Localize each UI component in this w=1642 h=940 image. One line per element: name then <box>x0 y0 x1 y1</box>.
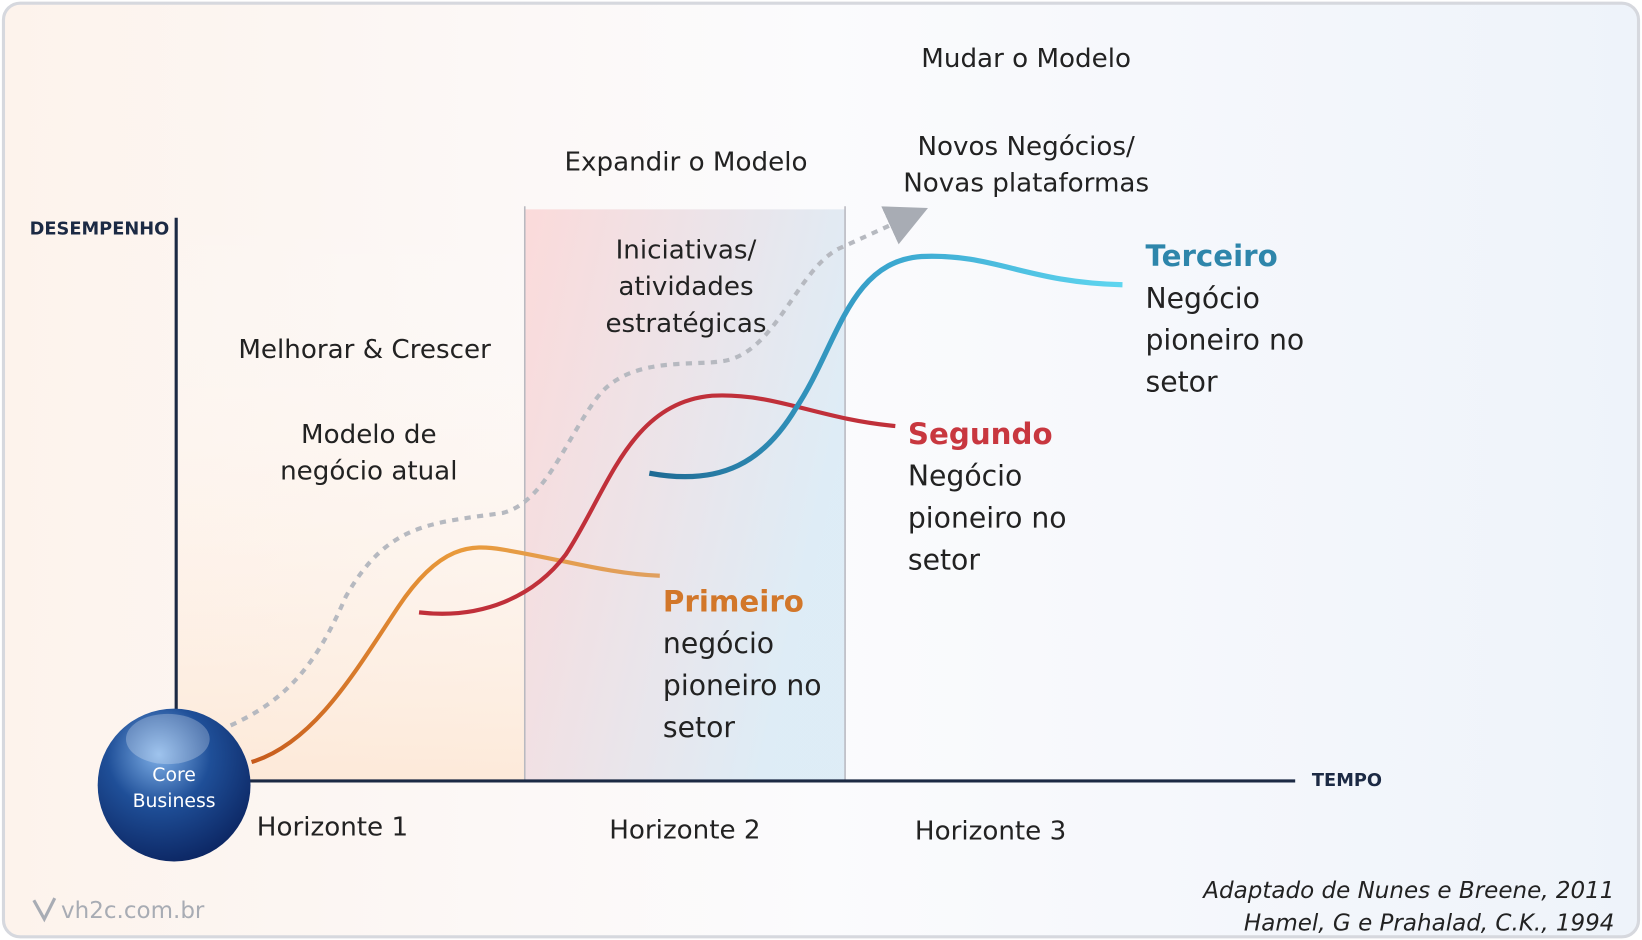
horizon-subtitle: atividades <box>618 272 753 302</box>
horizon-title: Expandir o Modelo <box>564 148 807 178</box>
watermark: vh2c.com.br <box>61 898 205 924</box>
curve-description: setor <box>908 543 980 576</box>
horizon-subtitle: negócio atual <box>280 456 457 486</box>
horizon-title: Mudar o Modelo <box>921 44 1131 74</box>
horizon-name: Horizonte 2 <box>609 815 760 845</box>
curve-description: Negócio <box>908 460 1022 493</box>
horizon-name: Horizonte 1 <box>257 812 408 842</box>
core-label: Core <box>152 765 196 786</box>
curve-label: Segundo <box>908 417 1053 451</box>
curve-description: Negócio <box>1145 282 1259 315</box>
horizon-1-area <box>176 209 525 781</box>
curve-description: pioneiro no <box>1145 324 1304 357</box>
curve-primeiro <box>250 545 660 765</box>
horizon-title: Melhorar & Crescer <box>238 335 491 365</box>
horizon-subtitle: Iniciativas/ <box>616 236 757 266</box>
curve-description: negócio <box>663 627 774 660</box>
curve-description: setor <box>1145 365 1217 398</box>
curve-description: setor <box>663 711 735 744</box>
curve-label: Primeiro <box>663 584 804 618</box>
curve-label: Terceiro <box>1145 239 1277 273</box>
horizon-subtitle: Novos Negócios/ <box>917 132 1135 162</box>
source: Adaptado de Nunes e Breene, 2011 <box>1201 878 1614 904</box>
horizon-subtitle: estratégicas <box>605 309 766 339</box>
trend-arrow <box>229 206 928 728</box>
sphere-highlight <box>125 713 210 765</box>
core-sphere <box>97 708 251 862</box>
horizon-2-area <box>524 209 846 781</box>
y-axis-label: DESEMPENHO <box>30 218 170 239</box>
watermark-logo <box>32 897 57 923</box>
source: Hamel, G e Prahalad, C.K., 1994 <box>1244 911 1615 937</box>
curve-terceiro <box>648 253 1123 480</box>
curve-segundo <box>418 393 896 616</box>
core-label: Business <box>133 791 216 812</box>
horizon-subtitle: Modelo de <box>301 420 437 450</box>
x-axis-label: TEMPO <box>1312 770 1382 791</box>
horizon-name: Horizonte 3 <box>915 817 1066 847</box>
horizon-subtitle: Novas plataformas <box>903 169 1149 199</box>
curve-description: pioneiro no <box>908 502 1067 535</box>
curve-description: pioneiro no <box>663 669 822 702</box>
